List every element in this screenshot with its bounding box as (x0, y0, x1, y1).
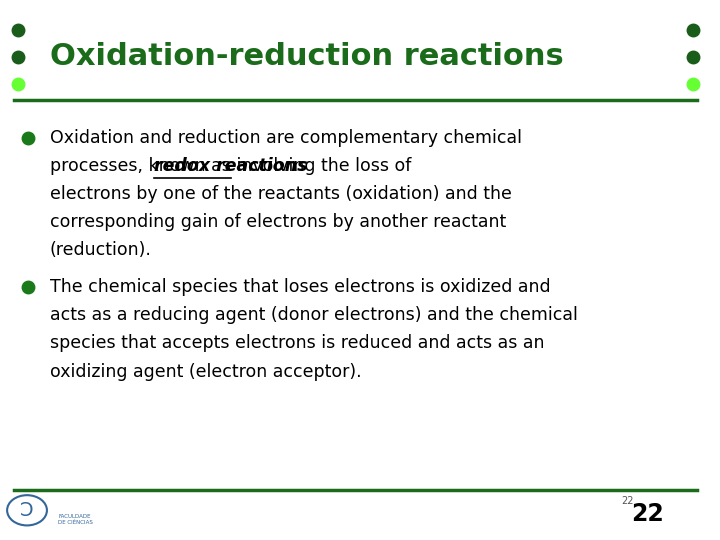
Text: oxidizing agent (electron acceptor).: oxidizing agent (electron acceptor). (50, 362, 361, 381)
Text: acts as a reducing agent (donor electrons) and the chemical: acts as a reducing agent (donor electron… (50, 306, 577, 325)
Text: species that accepts electrons is reduced and acts as an: species that accepts electrons is reduce… (50, 334, 544, 353)
Text: electrons by one of the reactants (oxidation) and the: electrons by one of the reactants (oxida… (50, 185, 512, 203)
Text: Oxidation-reduction reactions: Oxidation-reduction reactions (50, 42, 564, 71)
Text: FACULDADE
DE CIÊNCIAS: FACULDADE DE CIÊNCIAS (58, 514, 93, 525)
Text: involving the loss of: involving the loss of (231, 157, 412, 175)
Text: redox reactions: redox reactions (153, 157, 307, 175)
Text: (reduction).: (reduction). (50, 241, 152, 259)
Text: Oxidation and reduction are complementary chemical: Oxidation and reduction are complementar… (50, 129, 522, 147)
Text: corresponding gain of electrons by another reactant: corresponding gain of electrons by anoth… (50, 213, 506, 231)
Text: The chemical species that loses electrons is oxidized and: The chemical species that loses electron… (50, 278, 550, 296)
Text: 22: 22 (621, 496, 634, 506)
Text: 22: 22 (631, 502, 663, 526)
Text: processes, known as: processes, known as (50, 157, 236, 175)
Text: Ɔ: Ɔ (20, 501, 34, 520)
